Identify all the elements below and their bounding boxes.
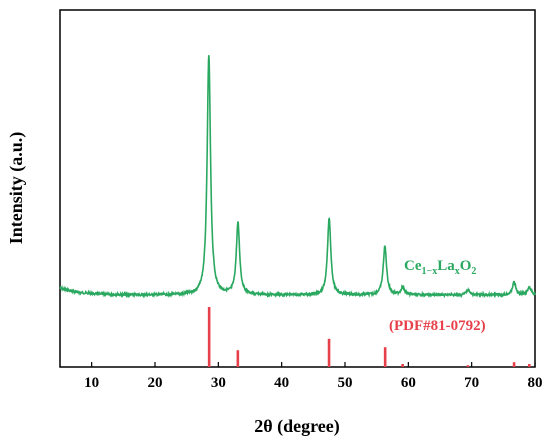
formula-o: O bbox=[460, 258, 472, 274]
x-tick-label: 10 bbox=[84, 375, 99, 391]
plot-frame bbox=[59, 9, 536, 368]
x-axis-ticks: 10 20 30 40 50 60 70 80 bbox=[84, 362, 543, 391]
formula-sub-2: x bbox=[455, 266, 460, 277]
y-axis-title: Intensity (a.u.) bbox=[6, 132, 27, 245]
x-tick-label: 60 bbox=[401, 375, 416, 391]
reference-label: (PDF#81-0792) bbox=[389, 318, 486, 334]
formula-sub-1: 1−x bbox=[422, 266, 438, 277]
formula-ce: Ce bbox=[404, 258, 422, 274]
x-axis-title: 2θ (degree) bbox=[254, 416, 340, 437]
x-tick-label: 20 bbox=[148, 375, 163, 391]
x-tick-label: 40 bbox=[274, 375, 289, 391]
formula-sub-3: 2 bbox=[471, 266, 476, 277]
x-tick-label: 70 bbox=[464, 375, 479, 391]
x-tick-label: 30 bbox=[211, 375, 226, 391]
x-tick-label: 80 bbox=[528, 375, 543, 391]
x-tick-label: 50 bbox=[338, 375, 353, 391]
series-line-xrd bbox=[59, 55, 536, 299]
reference-sticks bbox=[207, 307, 531, 367]
formula-la: La bbox=[437, 258, 455, 274]
series-label-formula: Ce1−xLaxO2 bbox=[404, 258, 476, 277]
